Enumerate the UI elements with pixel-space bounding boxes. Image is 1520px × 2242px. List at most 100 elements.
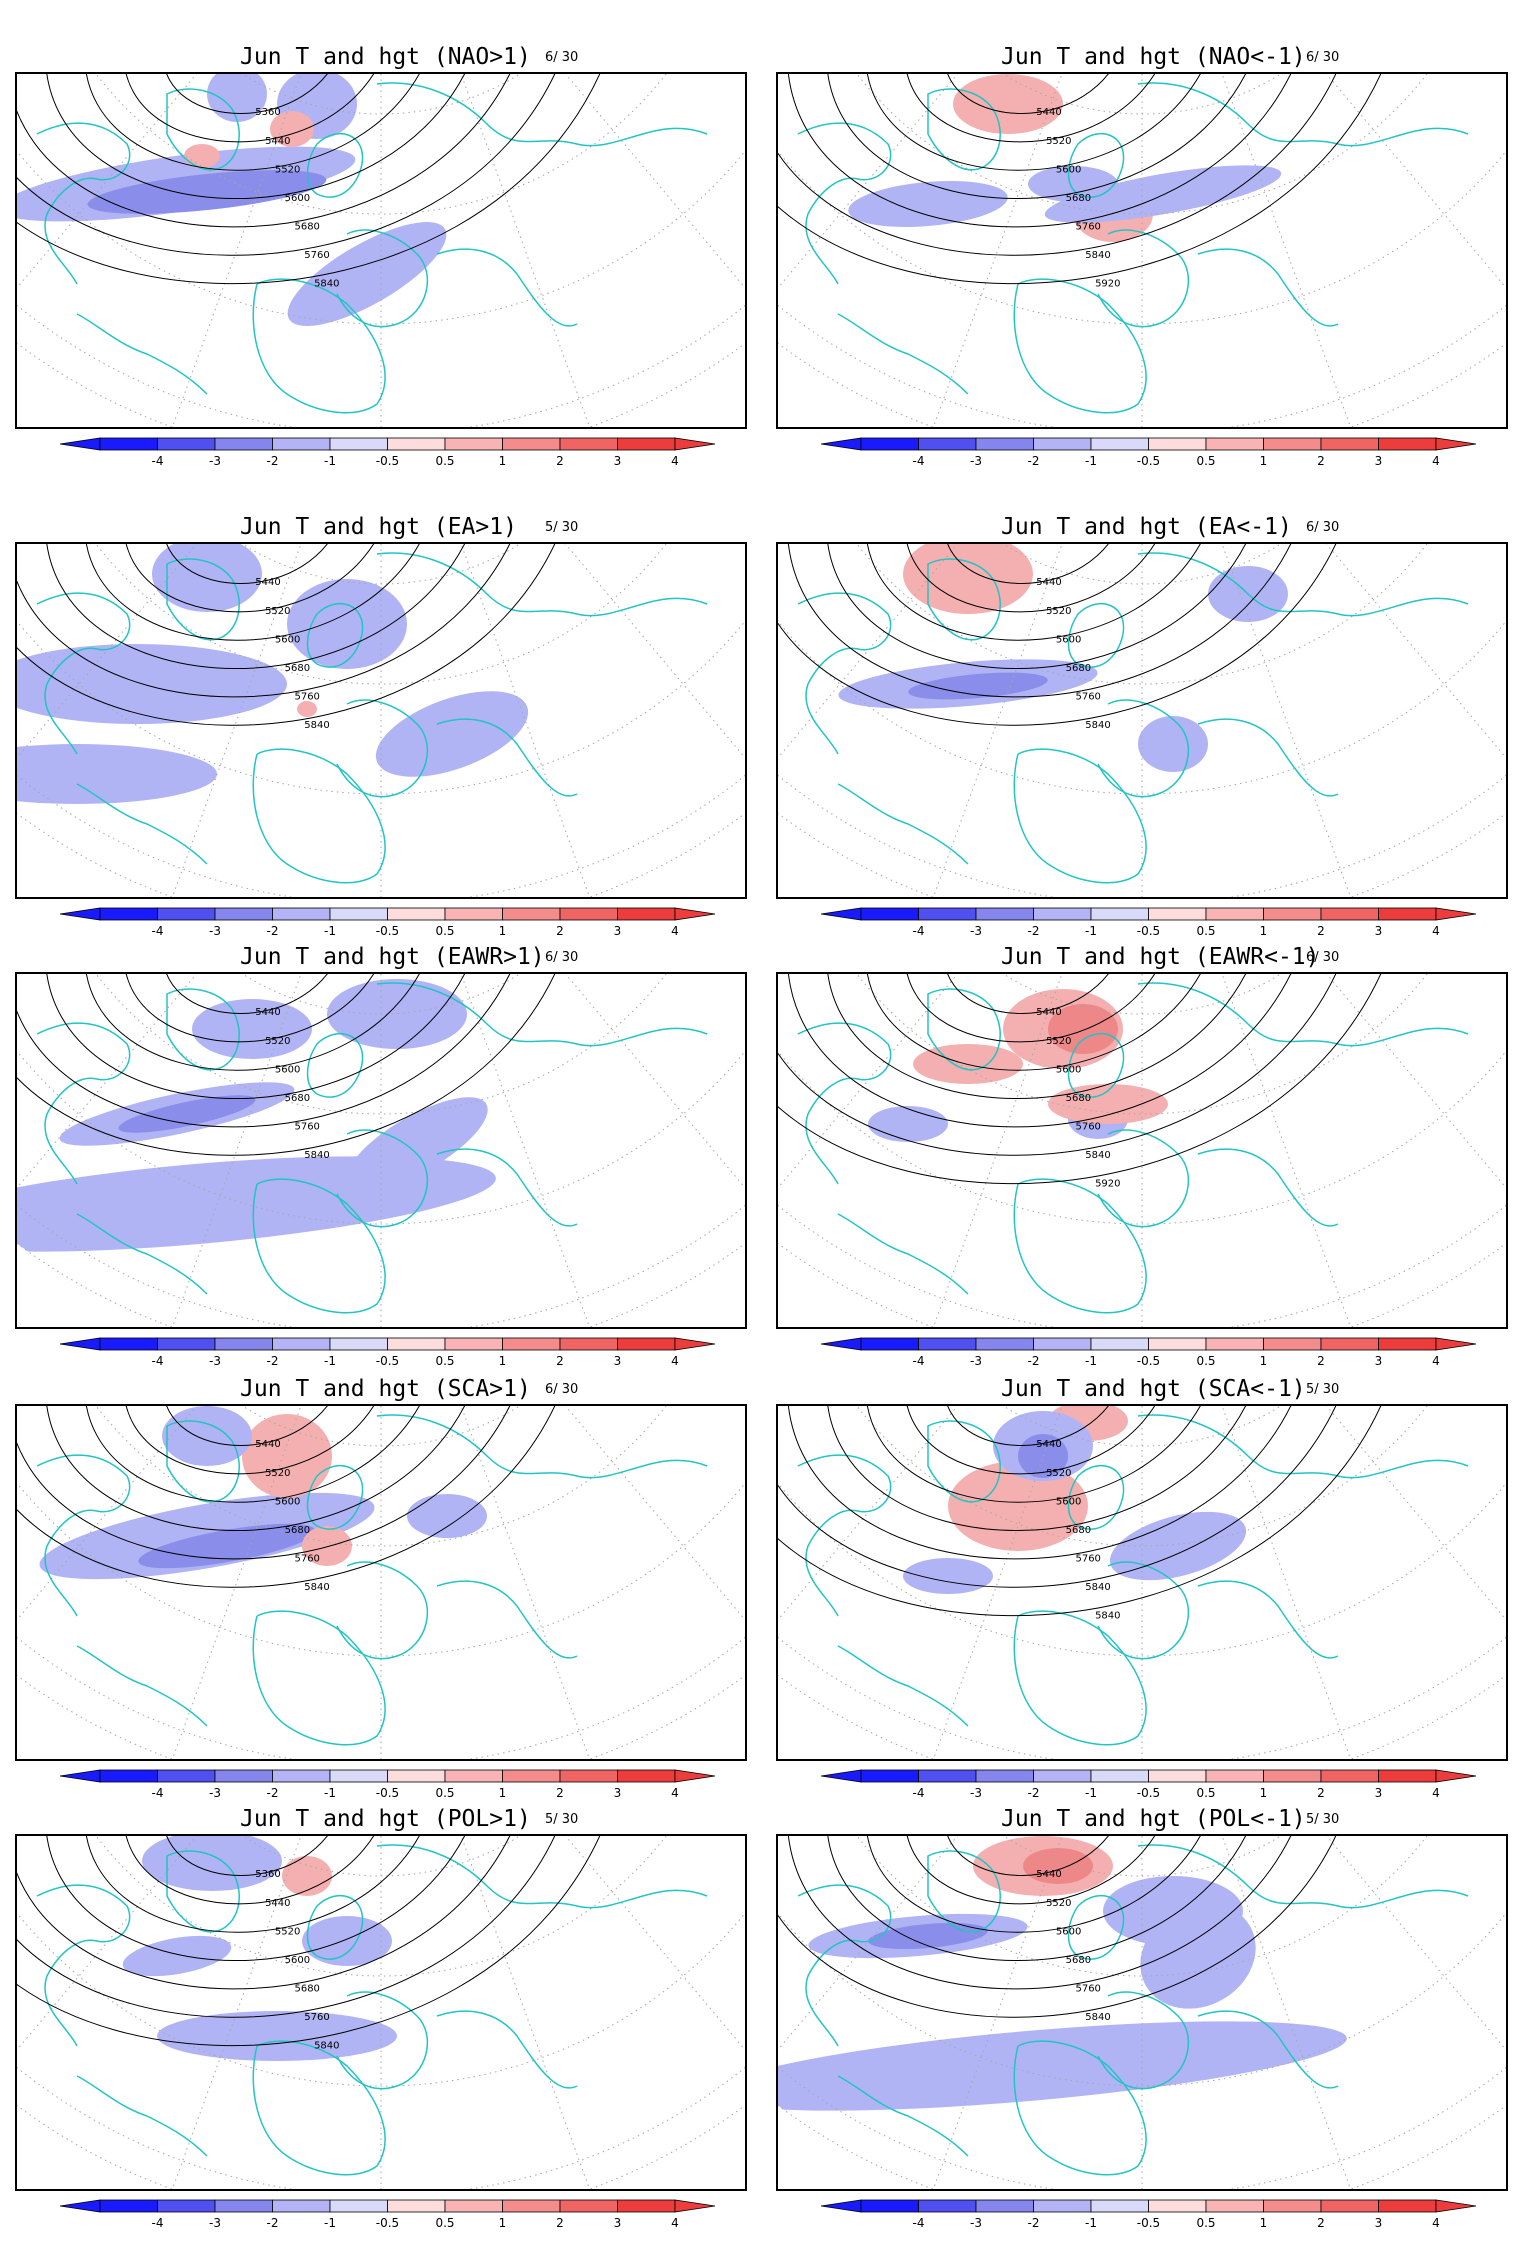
colorbar-segment [617,2199,676,2213]
height-contour [907,1836,1155,1905]
colorbar-tick-label: 1 [499,2216,507,2230]
height-contour [46,1836,465,1962]
colorbar-tick-label: 0.5 [435,1354,454,1368]
colorbar-segment [1205,1769,1264,1783]
coastline [76,2075,208,2157]
colorbar-tick-label: 1 [499,454,507,468]
height-contour [827,974,1246,1100]
coastline [376,982,708,1047]
colorbar-segment [860,907,919,921]
colorbar-segment [272,1337,331,1351]
colorbar-segment [272,907,331,921]
map-panel: Jun T and hgt (NAO<-1) 6/ 30 5440 5520 5600 5… [776,40,1508,480]
coastline [1197,718,1339,797]
colorbar-segment [617,1769,676,1783]
panel-sample-count: 6/ 30 [1306,950,1340,965]
contour-label: 5520 [1046,1036,1071,1047]
height-contour [778,974,1337,1156]
colorbar-segment [1148,1769,1207,1783]
contour-label: 5840 [1085,250,1110,261]
coastline [306,603,364,668]
panel-title-text: Jun T and hgt (POL<-1) [1001,1806,1306,1832]
height-contour [17,74,556,256]
contour-label: 5680 [285,663,310,674]
coastline [166,988,240,1071]
cold-anomaly-area [868,1106,948,1142]
height-contour [126,1836,374,1905]
colorbar-segment [502,1769,561,1783]
coastline [36,1884,131,2047]
height-contour [907,544,1155,613]
coastline [436,2010,578,2089]
colorbar-tick-label: -2 [267,1354,279,1368]
meridian-gridline [1141,74,1382,427]
meridian-gridline [902,1836,1143,2189]
colorbar: -4 -3 -2 -1 -0.5 0.5 1 2 3 4 [15,2198,745,2234]
colorbar-tick-label: 2 [556,454,564,468]
latitude-gridline [17,1406,745,1657]
height-contour [867,974,1201,1071]
colorbar: -4 -3 -2 -1 -0.5 0.5 1 2 3 4 [776,906,1506,942]
contour-label: 5760 [1075,1553,1100,1564]
height-contour [46,1406,465,1532]
contour-label: 5360 [255,1869,280,1880]
coastline [1197,2010,1339,2089]
polar-map: 5440 5520 5600 5680 5760 5840 [15,972,747,1329]
coastline [252,748,386,884]
height-contour [947,1406,1109,1446]
colorbar-arrow-left [59,907,101,921]
height-contour [166,544,328,584]
warm-anomaly-area [270,111,314,147]
coastline [336,1561,429,1660]
height-contour [778,1406,1382,1617]
colorbar-segment [975,1769,1034,1783]
colorbar-tick-label: -4 [152,1354,164,1368]
colorbar-segment [559,437,618,451]
colorbar-segment [157,2199,216,2213]
colorbar-tick-label: 3 [614,454,622,468]
warm-anomaly-area [184,144,220,168]
map-panel: Jun T and hgt (EAWR>1) 6/ 30 5440 5520 5600 5… [15,940,747,1380]
panel-title: Jun T and hgt (POL>1) 5/ 30 [15,1802,745,1836]
colorbar-tick-label: -2 [1028,1354,1040,1368]
colorbar-tick-label: 2 [1317,1354,1325,1368]
height-contour [947,74,1109,114]
coastline [252,278,386,414]
colorbar-tick-label: -2 [267,1786,279,1800]
colorbar-segment [502,437,561,451]
colorbar-tick-label: -1 [324,924,336,938]
contour-label: 5840 [1085,2012,1110,2023]
height-contour [867,544,1201,641]
cold-anomaly-area [118,1095,256,1133]
height-contour [778,74,1337,256]
colorbar-tick-label: -4 [913,1354,925,1368]
colorbar-segment [1148,2199,1207,2213]
contour-label: 5760 [294,691,319,702]
colorbar-segment [1205,907,1264,921]
cold-anomaly-area [903,1558,993,1594]
contour-label: 5600 [275,1064,300,1075]
meridian-gridline [141,974,382,1327]
colorbar-tick-label: -0.5 [376,924,399,938]
colorbar-segment [559,2199,618,2213]
coastline [36,592,131,755]
contour-label: 5760 [304,250,329,261]
coastline [1013,2040,1147,2176]
colorbar-tick-label: 0.5 [1196,924,1215,938]
latitude-gridline [17,1836,745,2087]
colorbar-tick-label: 1 [1260,2216,1268,2230]
colorbar-tick-label: -0.5 [1137,454,1160,468]
colorbar-segment [559,1769,618,1783]
colorbar-segment [214,907,273,921]
contour-label: 5440 [1036,107,1061,118]
cold-anomaly-area [287,222,447,326]
meridian-gridline [380,1836,745,2153]
panel-title: Jun T and hgt (EA>1) 5/ 30 [15,510,745,544]
coastline [1013,1610,1147,1746]
height-contour [867,1836,1201,1933]
map-panel: Jun T and hgt (SCA<-1) 5/ 30 5440 5520 5600 5… [776,1372,1508,1812]
contour-label: 5760 [304,2012,329,2023]
contour-label: 5680 [285,1525,310,1536]
contour-label: 5840 [1085,720,1110,731]
contour-label: 5520 [265,606,290,617]
